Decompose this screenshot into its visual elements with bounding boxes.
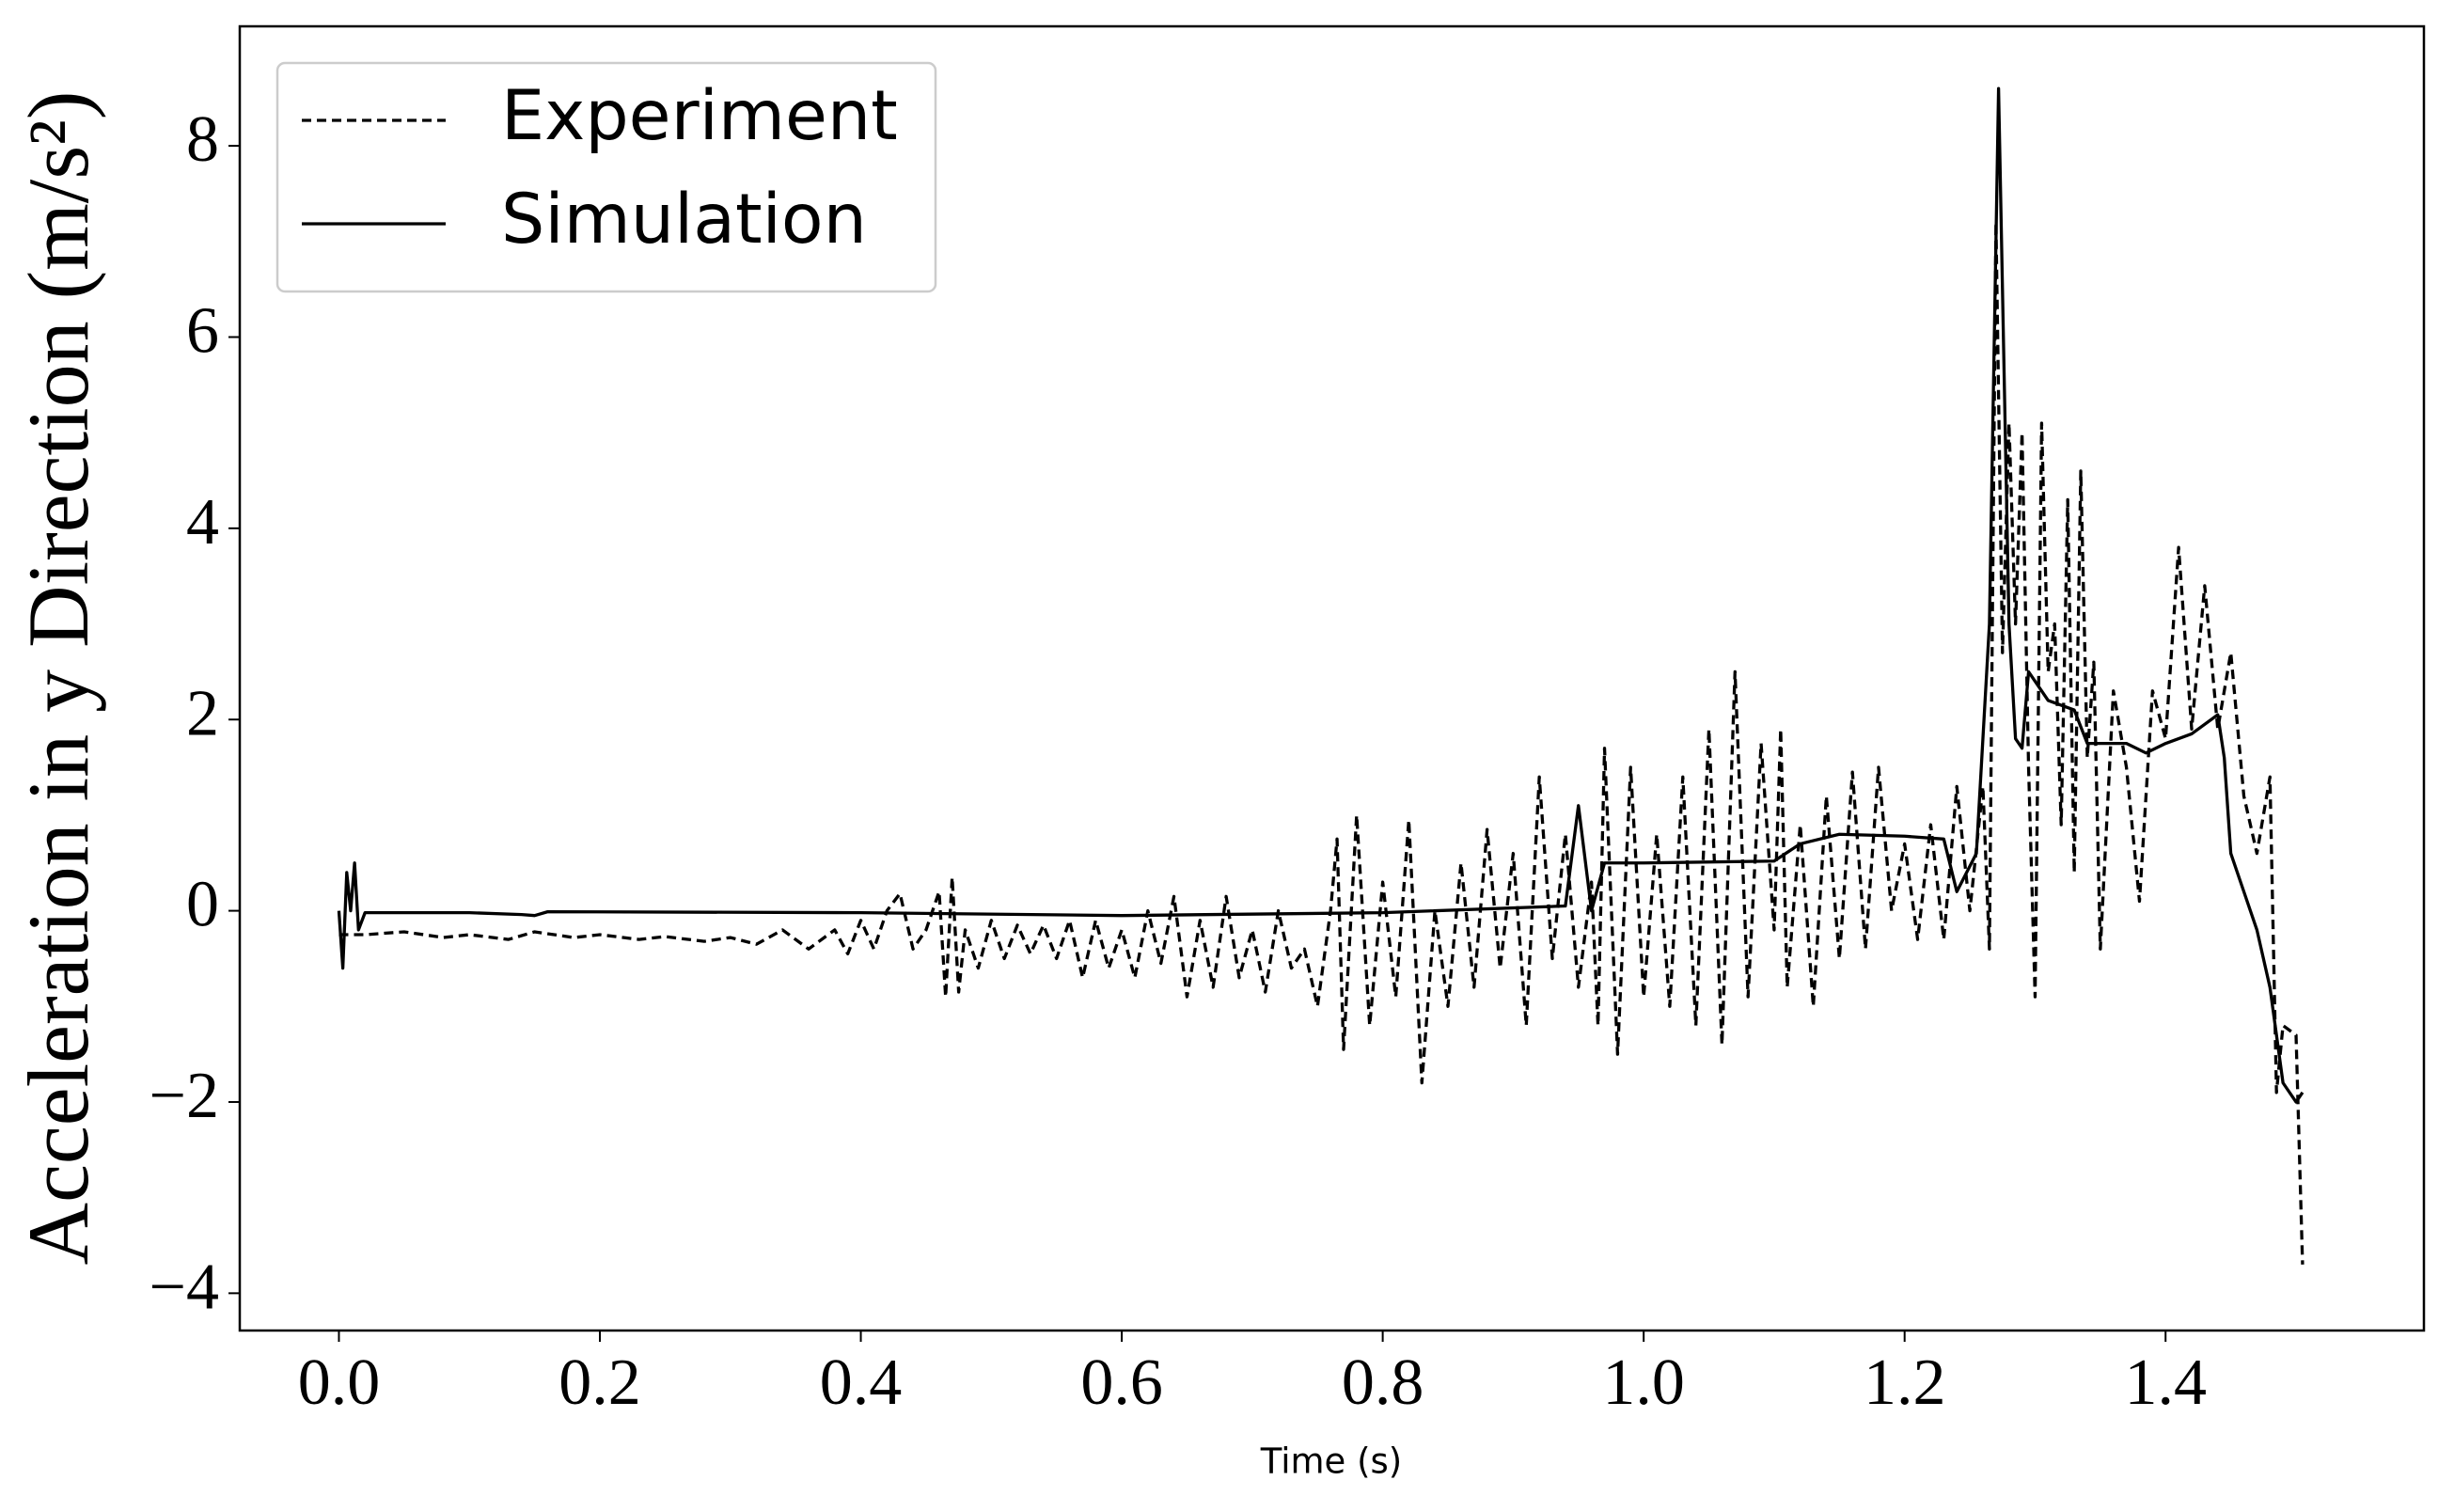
x-tick-label: 0.2 xyxy=(558,1347,641,1419)
x-tick-label: 1.4 xyxy=(2124,1347,2207,1419)
y-tick-label: 6 xyxy=(186,295,219,368)
x-tick-label: 1.2 xyxy=(1864,1347,1946,1419)
y-tick-label: 2 xyxy=(186,677,219,749)
x-tick-label: 1.0 xyxy=(1602,1347,1685,1419)
x-tick-label: 0.8 xyxy=(1342,1347,1424,1419)
legend-label: Simulation xyxy=(501,180,867,260)
y-tick-label: −2 xyxy=(149,1060,219,1132)
y-tick-label: 0 xyxy=(186,869,219,941)
x-axis-label: Time (s) xyxy=(1260,1441,1402,1482)
plot-frame xyxy=(238,24,2426,1332)
y-tick-label: 4 xyxy=(186,486,219,559)
x-tick-label: 0.6 xyxy=(1080,1347,1163,1419)
y-tick-label: 8 xyxy=(186,103,219,176)
legend: Experiment Simulation xyxy=(275,61,937,293)
x-tick-label: 0.0 xyxy=(298,1347,381,1419)
legend-label: Experiment xyxy=(501,76,898,156)
x-tick-label: 0.4 xyxy=(820,1347,903,1419)
series-line xyxy=(337,87,2305,1104)
y-tick-label: −4 xyxy=(149,1251,219,1323)
series-line xyxy=(338,220,2305,1265)
y-axis-label: Acceleration in y Direction (m/s²) xyxy=(10,91,106,1266)
